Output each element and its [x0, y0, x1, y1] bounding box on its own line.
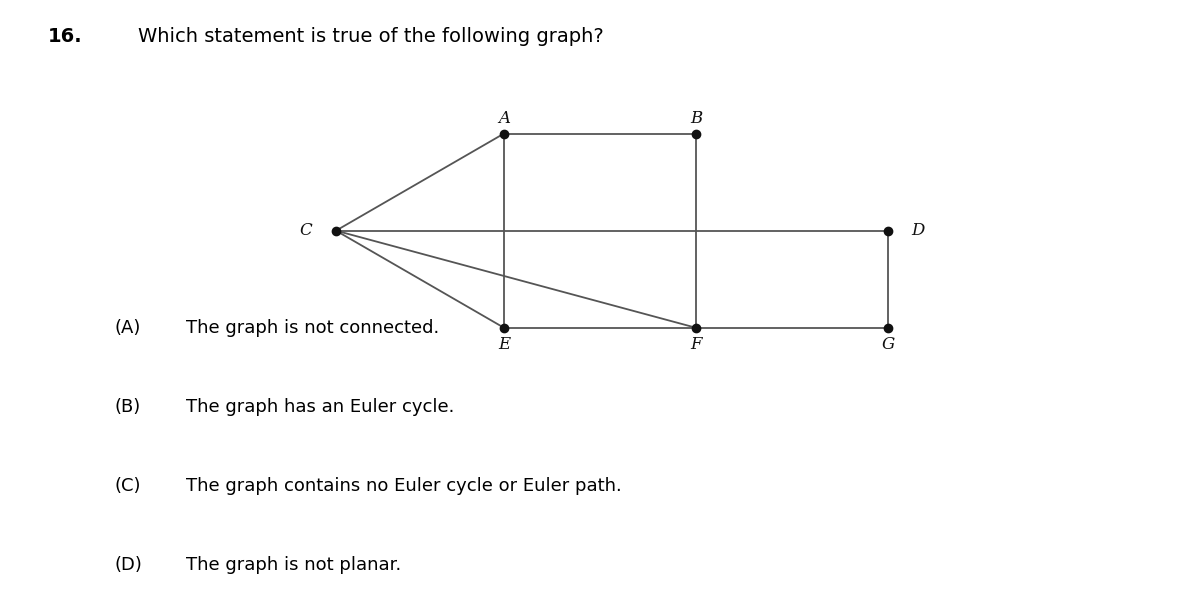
Text: E: E [498, 336, 510, 353]
Text: (D): (D) [114, 555, 142, 574]
Text: A: A [498, 110, 510, 127]
Text: B: B [690, 110, 702, 127]
Text: The graph contains no Euler cycle or Euler path.: The graph contains no Euler cycle or Eul… [186, 476, 622, 495]
Text: C: C [300, 222, 312, 239]
Text: (A): (A) [114, 319, 140, 337]
Text: The graph has an Euler cycle.: The graph has an Euler cycle. [186, 398, 455, 416]
Text: The graph is not connected.: The graph is not connected. [186, 319, 439, 337]
Text: G: G [881, 336, 895, 353]
Text: The graph is not planar.: The graph is not planar. [186, 555, 401, 574]
Text: (C): (C) [114, 476, 140, 495]
Text: (B): (B) [114, 398, 140, 416]
Text: Which statement is true of the following graph?: Which statement is true of the following… [138, 27, 604, 46]
Text: 16.: 16. [48, 27, 83, 46]
Text: D: D [911, 222, 925, 239]
Text: F: F [690, 336, 702, 353]
